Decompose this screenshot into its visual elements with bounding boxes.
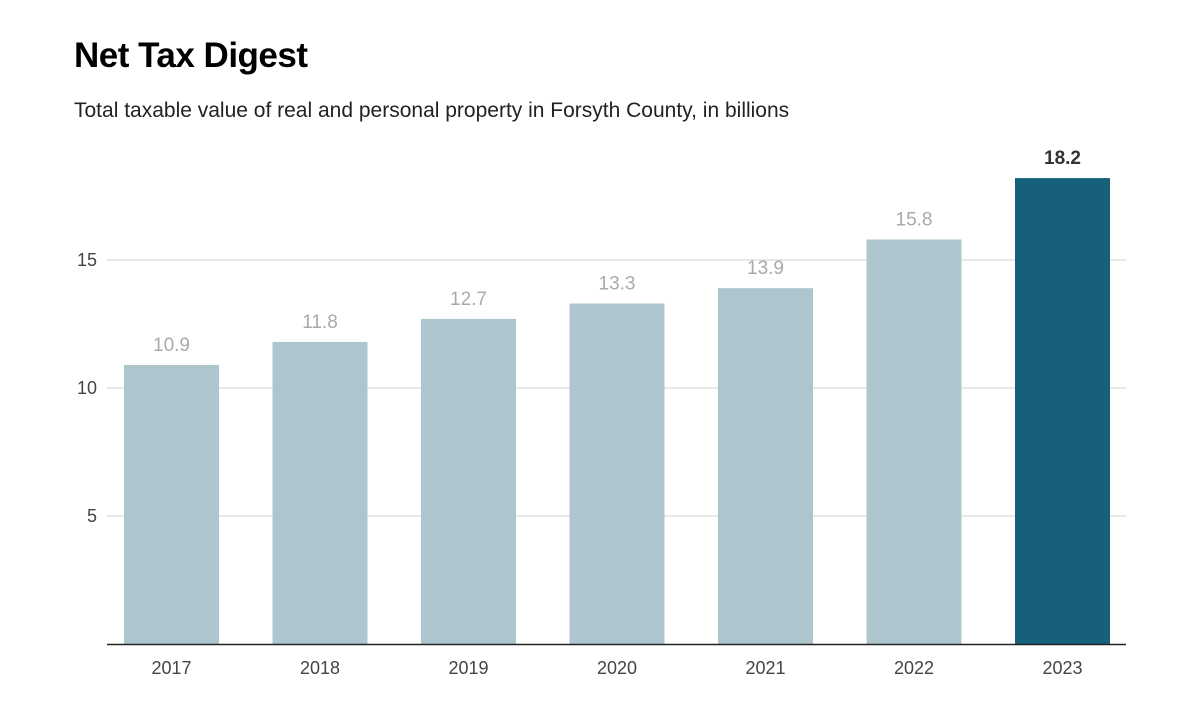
chart-title: Net Tax Digest [74, 36, 308, 75]
bar-2020 [569, 303, 665, 644]
x-tick-label: 2022 [894, 658, 934, 678]
bar-2019 [421, 318, 516, 644]
x-tick-label: 2017 [151, 658, 191, 678]
x-tick-label: 2019 [448, 658, 488, 678]
data-label: 15.8 [896, 210, 933, 231]
data-label: 18.2 [1044, 148, 1081, 169]
x-tick-label: 2018 [300, 658, 340, 678]
data-label: 12.7 [450, 289, 487, 310]
y-tick-label: 5 [87, 506, 97, 526]
data-label: 13.9 [747, 258, 784, 279]
chart-subtitle: Total taxable value of real and personal… [74, 99, 790, 122]
x-tick-label: 2021 [745, 658, 785, 678]
y-tick-label: 15 [77, 250, 97, 270]
data-label: 11.8 [302, 312, 338, 333]
y-tick-label: 10 [77, 378, 97, 398]
bar-2023 [1015, 178, 1110, 644]
bar-2018 [272, 341, 368, 644]
x-tick-label: 2020 [597, 658, 637, 678]
data-label: 13.3 [599, 274, 636, 295]
bar-2017 [124, 364, 219, 644]
bar-2022 [866, 239, 962, 644]
x-tick-label: 2023 [1042, 658, 1082, 678]
bar-2021 [718, 288, 813, 644]
data-label: 10.9 [153, 335, 190, 356]
